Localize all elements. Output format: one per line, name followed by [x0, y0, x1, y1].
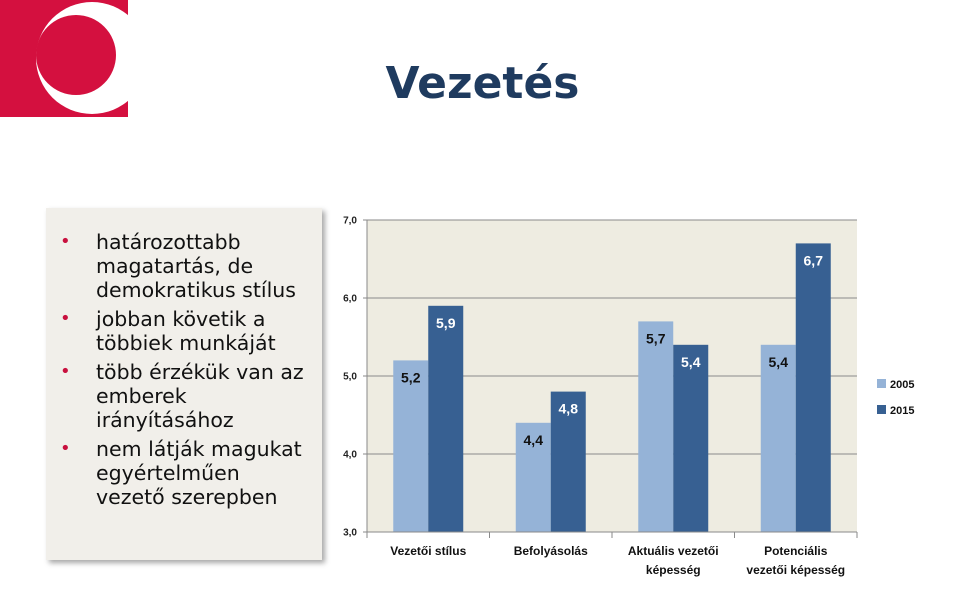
- bullet-dot-icon: •: [60, 308, 71, 329]
- y-tick-label: 5,0: [343, 372, 357, 383]
- data-label: 4,8: [559, 401, 579, 417]
- bar: [760, 344, 796, 532]
- x-tick-label: Vezetői stílus: [390, 544, 466, 558]
- bullet-dot-icon: •: [60, 361, 71, 382]
- bar-chart: 3,0 4,0 5,0 6,0 7,0 5,2 5,9 Vezetői stílus 4,4 4,…: [343, 216, 914, 578]
- bar: [638, 321, 674, 532]
- data-label: 5,9: [436, 315, 456, 331]
- bar: [550, 391, 586, 532]
- bar: [428, 305, 464, 532]
- x-tick-label: Potenciális: [764, 544, 828, 558]
- x-tick-label: vezetői képesség: [746, 563, 845, 577]
- bullet-list: • határozottabb magatartás, de demokrati…: [46, 208, 322, 509]
- bar: [795, 243, 831, 532]
- x-tick-label: képesség: [646, 563, 701, 577]
- legend-label: 2005: [890, 379, 914, 391]
- bar: [673, 344, 709, 532]
- data-label: 5,4: [769, 354, 789, 370]
- legend-swatch: [877, 379, 886, 388]
- bullet-item: • határozottabb magatartás, de demokrati…: [60, 230, 314, 302]
- bullet-dot-icon: •: [60, 231, 71, 252]
- legend-swatch: [877, 405, 886, 414]
- bar: [515, 422, 551, 532]
- bullet-item: • jobban követik a többiek munkáját: [60, 307, 314, 355]
- y-tick-label: 4,0: [343, 450, 357, 461]
- y-tick-label: 3,0: [343, 528, 357, 539]
- bullet-text: nem látják magukat egyértelműen vezető s…: [96, 437, 302, 509]
- y-tick-label: 7,0: [343, 216, 357, 227]
- legend-label: 2015: [890, 405, 914, 417]
- slide-title: Vezetés: [385, 58, 580, 109]
- bullet-dot-icon: •: [60, 438, 71, 459]
- bar: [393, 360, 429, 532]
- bullet-text: határozottabb magatartás, de demokratiku…: [96, 230, 296, 302]
- data-label: 6,7: [804, 252, 824, 268]
- brand-logo-icon: [0, 0, 128, 117]
- bullet-panel: • határozottabb magatartás, de demokrati…: [46, 208, 322, 560]
- bullet-item: • nem látják magukat egyértelműen vezető…: [60, 437, 314, 509]
- x-tick-label: Befolyásolás: [514, 544, 588, 558]
- y-tick-label: 6,0: [343, 294, 357, 305]
- data-label: 4,4: [524, 432, 544, 448]
- bullet-text: jobban követik a többiek munkáját: [96, 307, 276, 355]
- data-label: 5,2: [401, 369, 421, 385]
- data-label: 5,7: [646, 330, 666, 346]
- bullet-text: több érzékük van az emberek irányításáho…: [96, 360, 304, 432]
- x-tick-label: Aktuális vezetői: [628, 544, 719, 558]
- bullet-item: • több érzékük van az emberek irányításá…: [60, 360, 314, 432]
- data-label: 5,4: [681, 354, 701, 370]
